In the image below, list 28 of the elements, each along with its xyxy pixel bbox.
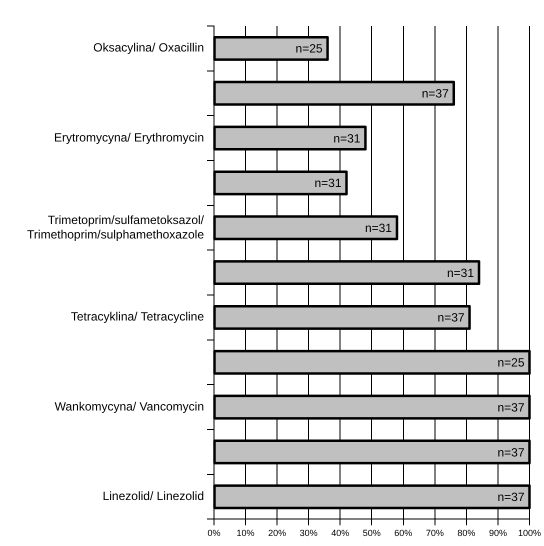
x-tick-label: 40%: [331, 528, 350, 538]
x-tick-label: 80%: [457, 528, 476, 538]
annotation: n=37: [497, 490, 525, 504]
x-tick-label: 70%: [426, 528, 444, 538]
x-tick-label: 10%: [236, 528, 255, 538]
x-tick-label: 50%: [362, 528, 381, 538]
annotation: n=37: [497, 400, 525, 414]
annotation: n=37: [497, 445, 525, 460]
x-tick-label: 100%: [518, 528, 542, 538]
x-tick-label: 90%: [488, 528, 507, 538]
y-tick-label: Linezolid/ Linezolid: [102, 489, 204, 504]
annotation: n=25: [296, 42, 323, 56]
y-tick-label: Oksacylina/ Oxacillin: [93, 40, 204, 55]
y-tick-label: Erytromycyna/ Erythromycin: [54, 130, 204, 144]
annotation: n=37: [438, 310, 465, 325]
annotation: n=31: [333, 131, 361, 146]
y-tick-label: Tetracyklina/ Tetracycline: [70, 310, 204, 324]
annotation: n=31: [314, 176, 342, 190]
x-tick-label: 30%: [300, 528, 318, 538]
y-tick-label: Wankomycyna/ Vancomycin: [54, 399, 204, 414]
x-tick-label: 60%: [394, 528, 412, 538]
annotation: n=31: [446, 266, 474, 280]
annotation: n=37: [422, 86, 450, 101]
x-tick-label: 0%: [207, 528, 221, 538]
annotation: n=25: [497, 356, 525, 370]
x-tick-label: 20%: [268, 528, 286, 538]
annotation: n=31: [364, 221, 392, 236]
y-tick-label: Trimetoprim/sulfametoksazol/ Trimethoprim/sulphamethoxazole: [27, 212, 205, 242]
